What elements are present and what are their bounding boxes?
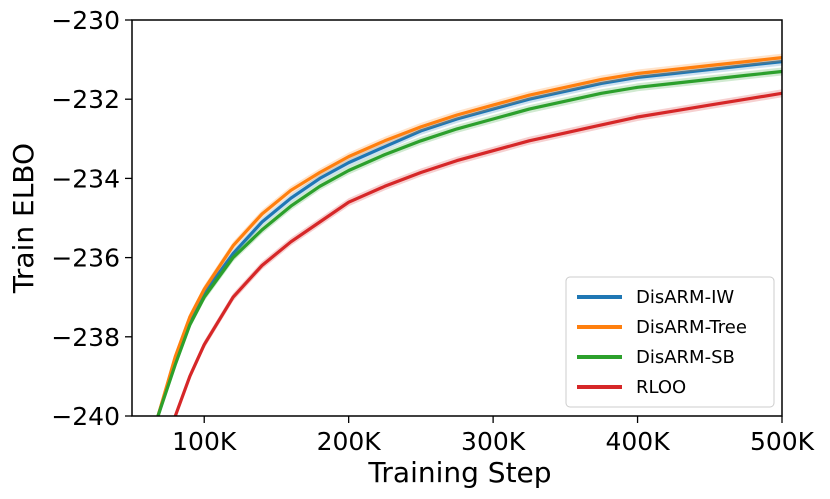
series-line-1 [156, 56, 782, 416]
legend-label-0: DisARM-IW [636, 287, 734, 308]
series-line-0 [156, 60, 782, 416]
y-tick-label: −238 [51, 323, 120, 352]
x-tick-label: 200K [317, 427, 382, 456]
y-tick-label: −230 [51, 6, 120, 35]
x-tick-label: 500K [750, 427, 815, 456]
legend: DisARM-IW DisARM-Tree DisARM-SB RLOO [565, 276, 775, 408]
y-tick-label: −240 [51, 402, 120, 431]
legend-label-2: DisARM-SB [636, 347, 735, 368]
y-tick-label: −232 [51, 85, 120, 114]
y-tick-label: −234 [51, 164, 120, 193]
legend-box [565, 276, 775, 408]
series-line-3 [173, 91, 782, 416]
series-line-2 [156, 69, 782, 416]
x-axis-label: Training Step [367, 456, 551, 489]
legend-label-3: RLOO [636, 377, 686, 398]
y-axis: −240 −238 −236 −234 −232 −230 [51, 6, 132, 431]
plot-area-frame [131, 19, 783, 417]
x-tick-label: 400K [605, 427, 670, 456]
legend-label-1: DisARM-Tree [636, 317, 747, 338]
y-axis-label: Train ELBO [7, 143, 40, 294]
x-tick-label: 100K [172, 427, 237, 456]
x-axis: 100K 200K 300K 400K 500K [172, 416, 815, 456]
y-tick-label: −236 [51, 244, 120, 273]
x-tick-label: 300K [461, 427, 526, 456]
series-layer [156, 53, 782, 416]
